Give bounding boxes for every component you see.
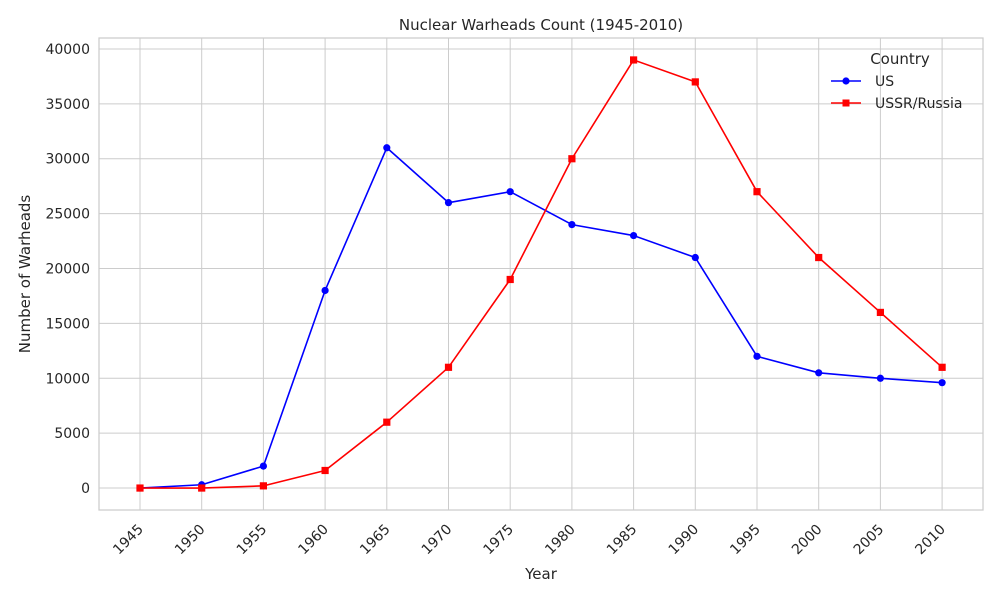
data-point-ussr-russia	[938, 363, 946, 371]
plot-frame	[98, 37, 984, 511]
y-tick-label: 30000	[45, 152, 90, 168]
y-tick-label: 40000	[45, 42, 90, 58]
series-ussr-russia	[136, 56, 946, 492]
data-point-ussr-russia	[506, 275, 514, 284]
data-point-ussr-russia	[444, 363, 453, 371]
series-line-us	[139, 146, 943, 489]
legend-label-us: US	[875, 74, 894, 90]
data-point-us	[568, 221, 576, 229]
data-point-us	[630, 231, 638, 240]
chart-title: Nuclear Warheads Count (1945-2010)	[399, 16, 683, 34]
data-point-us	[259, 462, 267, 470]
legend-entry-ussr-russia: USSR/Russia	[831, 96, 963, 112]
legend-label-ussr-russia: USSR/Russia	[875, 96, 963, 112]
data-point-us	[444, 199, 453, 207]
data-point-ussr-russia	[383, 418, 391, 426]
data-point-us	[876, 374, 885, 382]
data-point-ussr-russia	[753, 188, 761, 196]
y-tick-label: 20000	[45, 262, 90, 278]
legend: Country US USSR/Russia	[831, 50, 963, 112]
data-point-ussr-russia	[815, 253, 823, 262]
y-tick-label: 35000	[45, 97, 90, 113]
data-point-ussr-russia	[136, 484, 144, 492]
y-tick-label: 25000	[45, 207, 90, 223]
legend-title: Country	[870, 50, 930, 68]
data-point-ussr-russia	[198, 484, 206, 492]
data-point-us	[691, 253, 699, 262]
legend-entry-us: US	[831, 74, 894, 90]
y-tick-label: 5000	[54, 426, 90, 442]
legend-marker-us	[842, 77, 850, 85]
data-point-us	[321, 286, 329, 295]
data-point-us	[506, 188, 514, 196]
y-axis-label: Number of Warheads	[16, 195, 34, 354]
data-point-us	[383, 144, 391, 152]
data-point-us	[938, 379, 946, 387]
x-axis-label: Year	[524, 565, 558, 583]
y-tick-label: 10000	[45, 371, 90, 387]
y-tick-label: 15000	[45, 316, 90, 332]
legend-marker-ussr-russia	[842, 99, 850, 107]
y-axis-ticks: 0 5000 10000 15000 20000 25000 30000 35000 40000	[45, 42, 90, 497]
series-line-ussr-russia	[140, 59, 943, 489]
y-tick-label: 0	[81, 481, 90, 497]
series-layer	[136, 56, 946, 492]
data-point-ussr-russia	[259, 482, 267, 490]
data-point-ussr-russia	[691, 78, 699, 86]
data-point-us	[815, 369, 823, 377]
data-point-ussr-russia	[568, 155, 576, 163]
data-point-ussr-russia	[876, 308, 884, 317]
data-point-ussr-russia	[630, 56, 638, 64]
data-point-ussr-russia	[321, 466, 329, 475]
data-point-us	[753, 352, 761, 360]
grid	[99, 38, 983, 510]
